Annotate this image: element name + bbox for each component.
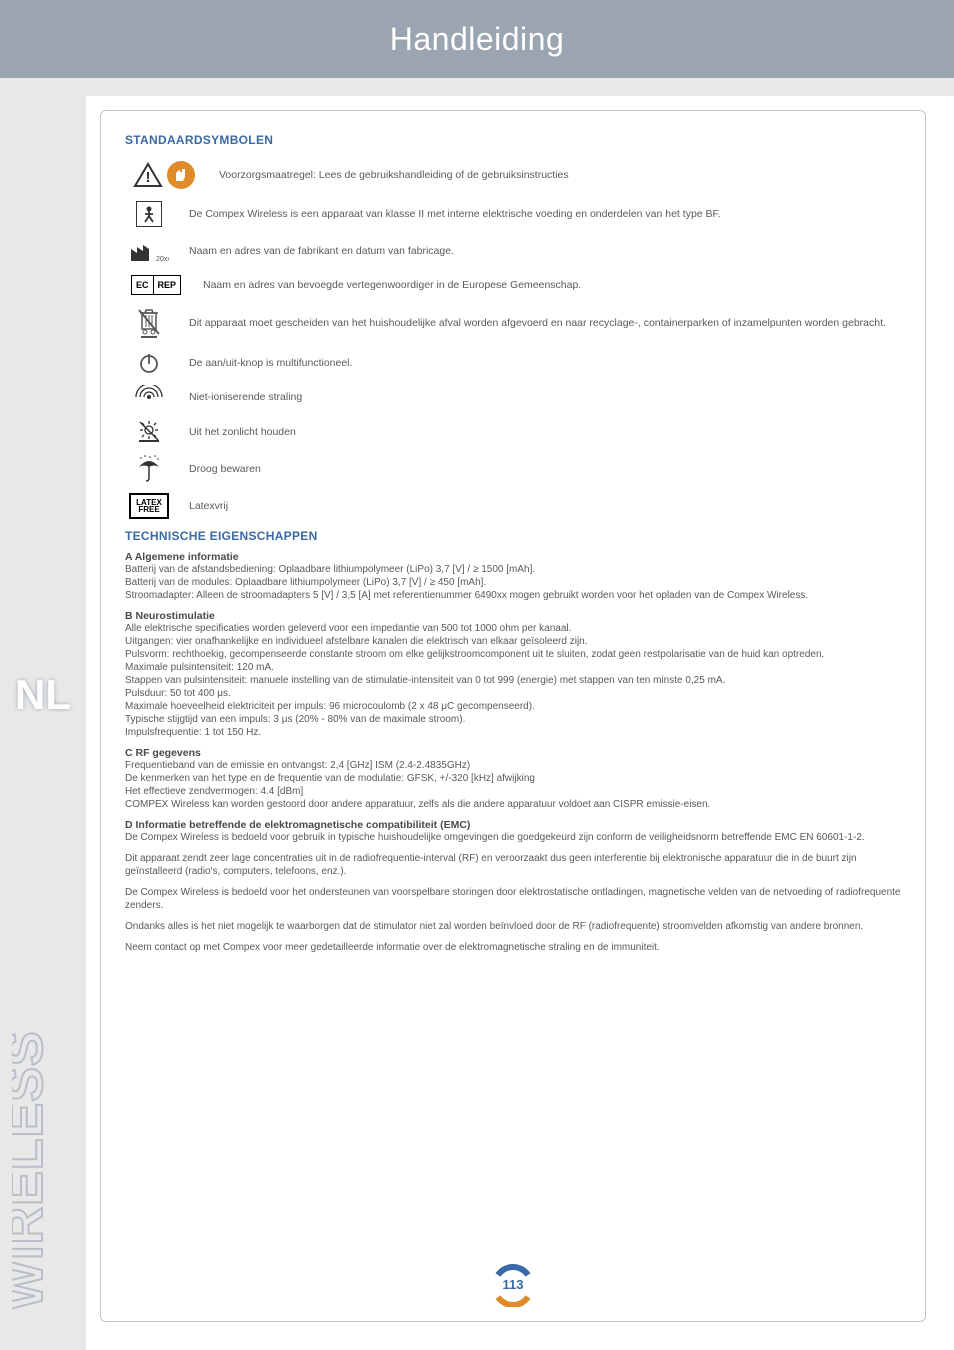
symbol-row-nonion: Niet-ioniserende straling (125, 385, 901, 409)
page-number: 113 (486, 1277, 540, 1292)
language-badge: NL (15, 671, 71, 719)
power-text: De aan/uit-knop is multifunctioneel. (189, 356, 352, 370)
tech-a-title: A Algemene informatie (125, 551, 901, 563)
symbol-row-weee: Dit apparaat moet gescheiden van het hui… (125, 307, 901, 339)
symbol-row-ecrep: EC REP Naam en adres van bevoegde verteg… (125, 275, 901, 295)
rep-label: REP (154, 276, 181, 294)
symbol-row-latex: LATEX FREE Latexvrij (125, 493, 901, 519)
symbol-row-manufacturer: 20xx Naam en adres van de fabrikant en d… (125, 239, 901, 263)
tech-section-title: TECHNISCHE EIGENSCHAPPEN (125, 529, 901, 543)
nonion-text: Niet-ioniserende straling (189, 390, 302, 404)
manufacturer-text: Naam en adres van de fabrikant en datum … (189, 244, 454, 258)
nosun-text: Uit het zonlicht houden (189, 425, 296, 439)
banner-title: Handleiding (390, 21, 565, 58)
ecrep-text: Naam en adres van bevoegde vertegenwoord… (203, 278, 581, 292)
warning-triangle-icon: ! (133, 162, 163, 188)
tech-b-body: Alle elektrische specificaties worden ge… (125, 622, 901, 739)
tech-d-p1: De Compex Wireless is bedoeld voor gebru… (125, 831, 901, 844)
nonion-icon (125, 385, 173, 409)
class2-text: De Compex Wireless is een apparaat van k… (189, 207, 721, 221)
ec-label: EC (132, 276, 154, 294)
content-box: STANDAARDSYMBOLEN ! Voorzorgsmaatregel: … (100, 110, 926, 1322)
latex-free-icon: LATEX FREE (125, 493, 173, 519)
tech-d-p4: Ondanks alles is het niet mogelijk te wa… (125, 920, 901, 933)
tech-d-p5: Neem contact op met Compex voor meer ged… (125, 941, 901, 954)
dry-text: Droog bewaren (189, 462, 261, 476)
nosun-icon (125, 419, 173, 445)
symbol-row-precaution: ! Voorzorgsmaatregel: Lees de gebruiksha… (125, 161, 901, 189)
symbol-row-dry: Droog bewaren (125, 455, 901, 483)
ec-rep-icon: EC REP (125, 275, 187, 295)
umbrella-icon (125, 455, 173, 483)
symbol-row-class2: De Compex Wireless is een apparaat van k… (125, 201, 901, 227)
wireless-word: WIRELESS (12, 1030, 54, 1310)
factory-icon: 20xx (125, 239, 173, 263)
weee-bin-icon (125, 307, 173, 339)
tech-c-body: Frequentieband van de emissie en ontvang… (125, 759, 901, 811)
tech-d-title: D Informatie betreffende de elektromagne… (125, 819, 901, 831)
latex-line2: FREE (138, 506, 159, 513)
svg-text:!: ! (146, 169, 151, 186)
symbol-row-power: De aan/uit-knop is multifunctioneel. (125, 351, 901, 375)
side-rail: NL WIRELESS (0, 78, 86, 1350)
precaution-icons: ! (125, 161, 203, 189)
tech-d-p3: De Compex Wireless is bedoeld voor het o… (125, 886, 901, 912)
symbols-section-title: STANDAARDSYMBOLEN (125, 133, 901, 147)
type-bf-icon (125, 201, 173, 227)
top-banner: Handleiding (0, 0, 954, 78)
svg-text:20xx: 20xx (156, 256, 169, 263)
wireless-brand-text: WIRELESS (12, 890, 72, 1330)
tech-c-title: C RF gegevens (125, 747, 901, 759)
page-number-badge: 113 (486, 1261, 540, 1307)
latex-text: Latexvrij (189, 499, 228, 513)
tech-d-p2: Dit apparaat zendt zeer lage concentrati… (125, 852, 901, 878)
tech-b-title: B Neurostimulatie (125, 610, 901, 622)
page-background: Handleiding NL WIRELESS STANDAARDSYMBOLE… (0, 0, 954, 1350)
precaution-text: Voorzorgsmaatregel: Lees de gebruikshand… (219, 168, 569, 182)
manual-hand-icon (167, 161, 195, 189)
power-icon (125, 351, 173, 375)
tech-a-body: Batterij van de afstandsbediening: Oplaa… (125, 563, 901, 602)
symbol-row-nosun: Uit het zonlicht houden (125, 419, 901, 445)
weee-text: Dit apparaat moet gescheiden van het hui… (189, 316, 886, 330)
gray-band (0, 78, 954, 96)
